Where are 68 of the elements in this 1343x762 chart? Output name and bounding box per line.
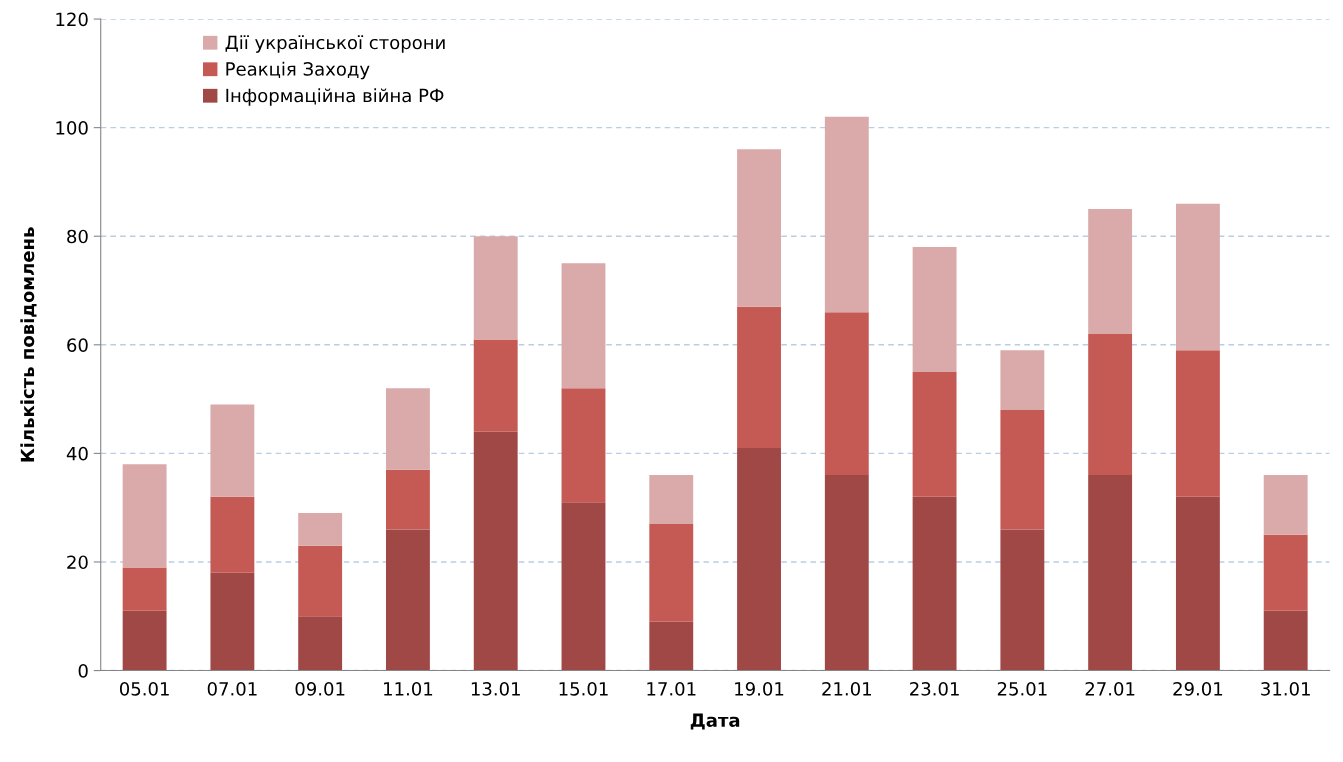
bar [737, 149, 781, 307]
x-tick-label: 13.01 [471, 681, 520, 696]
bar [737, 447, 781, 671]
x-tick-label: 17.01 [647, 681, 696, 696]
bar [824, 116, 869, 313]
x-tick-label: 29.01 [1173, 681, 1223, 696]
x-tick-label: 23.01 [910, 681, 959, 696]
bar [298, 616, 343, 671]
bar [473, 339, 518, 432]
bar [912, 371, 957, 497]
legend-label: Реакція Заходу [226, 61, 370, 80]
bar [824, 475, 869, 671]
bar [122, 610, 167, 671]
x-tick-label: 19.01 [735, 681, 784, 696]
y-axis-title: Кількість повідомлень [20, 227, 37, 462]
bar [649, 475, 694, 524]
bar [1263, 475, 1308, 535]
bar [210, 572, 255, 671]
x-tick-label: 07.01 [207, 681, 257, 696]
x-tick-label: 27.01 [1085, 681, 1135, 696]
bar [385, 388, 430, 470]
bar [1000, 350, 1045, 410]
x-tick-label: 31.01 [1261, 681, 1310, 696]
bar [298, 513, 343, 546]
y-tick-label: 40 [66, 446, 88, 461]
bar [1263, 534, 1308, 611]
bar [210, 496, 255, 573]
x-tick-label: 15.01 [559, 681, 608, 696]
x-tick-label: 05.01 [119, 681, 169, 696]
bar [561, 263, 606, 389]
bar [298, 545, 343, 617]
bar [1175, 496, 1220, 671]
bar [1088, 475, 1133, 671]
bar [210, 404, 255, 497]
bar [1000, 529, 1045, 671]
bar [1175, 203, 1220, 351]
bar [561, 502, 606, 671]
bar [912, 496, 957, 671]
bar [1088, 333, 1133, 476]
bar [649, 523, 694, 622]
y-tick-label: 0 [78, 664, 88, 678]
x-tick-label: 21.01 [822, 681, 871, 696]
legend-label: Дії української сторони [225, 35, 445, 53]
x-tick-label: 11.01 [384, 681, 433, 696]
bar [824, 312, 869, 476]
bar [473, 236, 518, 340]
y-tick-label: 60 [67, 338, 88, 352]
bar [912, 247, 957, 372]
bar [385, 469, 430, 530]
bar [1000, 409, 1045, 530]
x-tick-label: 25.01 [997, 681, 1047, 696]
x-axis-title: Дата [690, 713, 740, 730]
legend-label: Інформаційна війна РФ [226, 88, 444, 106]
bar [1175, 350, 1220, 497]
bar [561, 388, 606, 503]
bar [385, 529, 430, 671]
bar [1088, 209, 1133, 334]
y-tick-label: 80 [67, 229, 88, 244]
bar [122, 464, 167, 568]
y-tick-label: 20 [67, 555, 88, 570]
y-tick-label: 100 [56, 121, 88, 135]
bar [649, 621, 694, 671]
x-tick-label: 09.01 [295, 681, 345, 696]
y-tick-label: 120 [56, 12, 88, 27]
bar [1263, 610, 1308, 671]
bar [473, 431, 518, 671]
bar [737, 306, 781, 448]
bar [122, 567, 167, 611]
